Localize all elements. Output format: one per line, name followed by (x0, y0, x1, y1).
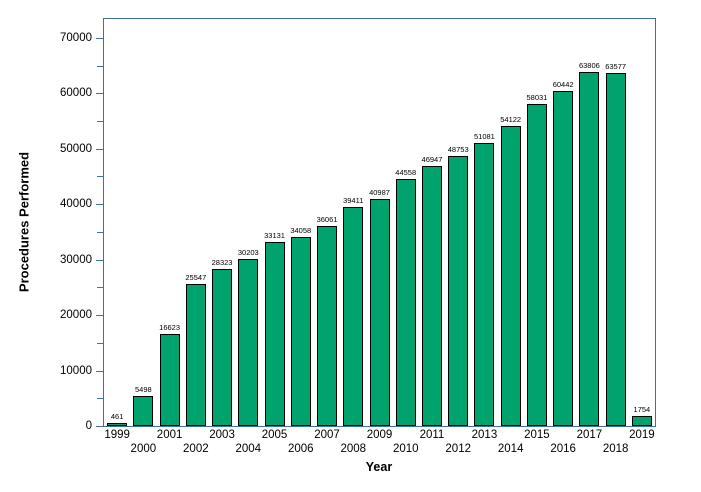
bar-value-label: 46947 (421, 155, 443, 164)
y-major-tick (96, 426, 103, 427)
y-tick-label: 0 (85, 420, 92, 432)
x-tick-label: 2009 (366, 429, 393, 441)
y-minor-tick (97, 343, 103, 344)
y-major-tick (96, 260, 103, 261)
bar-2018 (605, 73, 626, 426)
bar-2010 (395, 179, 416, 426)
bar-value-label: 40987 (369, 188, 390, 197)
y-tick-label: 60000 (60, 87, 92, 99)
x-tick-label: 2011 (419, 429, 445, 441)
bar-value-label: 34058 (290, 226, 312, 235)
bar-value-label: 48753 (447, 145, 469, 154)
y-major-tick (96, 38, 103, 39)
bar-2006 (290, 237, 311, 426)
bar-2008 (343, 207, 364, 426)
bar-1999 (107, 423, 128, 426)
bar-value-label: 5498 (135, 385, 152, 394)
y-tick-label: 20000 (60, 309, 92, 321)
y-minor-tick (97, 66, 103, 67)
bar-value-label: 51081 (474, 132, 495, 141)
x-tick-label: 2001 (156, 429, 183, 441)
bar-value-label: 63577 (605, 62, 627, 71)
bar-value-label: 58031 (526, 93, 548, 102)
y-major-tick (96, 93, 103, 94)
bar-2001 (159, 334, 180, 426)
x-tick-label: 2019 (629, 429, 655, 441)
bar-value-label: 44558 (395, 168, 417, 177)
bar-value-label: 25547 (185, 273, 207, 282)
x-tick-label: 2005 (261, 429, 288, 441)
y-tick-label: 50000 (60, 143, 92, 155)
bar-value-label: 16623 (159, 323, 181, 332)
bar-value-label: 39411 (343, 196, 364, 205)
y-tick-label: 30000 (60, 254, 92, 266)
x-tick-label: 2014 (497, 443, 524, 455)
y-minor-tick (97, 287, 103, 288)
bar-2009 (369, 199, 390, 426)
x-tick-label: 2015 (524, 429, 550, 441)
bar-value-label: 30203 (237, 248, 259, 257)
x-tick-label: 2013 (471, 429, 498, 441)
bar-value-label: 461 (110, 412, 124, 421)
bar-2011 (421, 166, 442, 426)
y-major-tick (96, 315, 103, 316)
y-tick-label: 40000 (60, 198, 92, 210)
bar-value-label: 63806 (578, 61, 600, 70)
bar-2014 (500, 126, 521, 426)
x-tick-label: 2003 (209, 429, 235, 441)
y-minor-tick (97, 398, 103, 399)
y-minor-tick (97, 121, 103, 122)
plot-area: 0 10000 20000 30000 40000 50000 60000 70000 461… (60, 18, 656, 455)
x-tick-label: 2016 (550, 443, 576, 455)
x-tick-label: 2018 (602, 443, 629, 455)
bar-2015 (526, 104, 547, 426)
x-tick-label: 2017 (576, 429, 603, 441)
y-axis-title: Procedures Performed (16, 151, 32, 293)
bar-value-label: 33131 (264, 231, 285, 240)
x-tick-label: 2006 (287, 443, 314, 455)
bar-2004 (238, 259, 259, 426)
bar-2005 (264, 242, 285, 426)
bar-2000 (133, 396, 154, 426)
x-tick-label: 2012 (445, 443, 471, 455)
x-tick-label: 1999 (104, 429, 130, 441)
y-major-tick (96, 371, 103, 372)
x-tick-label: 2010 (392, 443, 419, 455)
y-major-tick (96, 149, 103, 150)
bar-2002 (185, 284, 206, 426)
y-minor-tick (97, 232, 103, 233)
bar-2016 (553, 91, 574, 426)
bar-2017 (579, 72, 600, 426)
bar-2012 (448, 156, 469, 426)
y-tick-label: 10000 (60, 365, 92, 377)
bar-value-label: 60442 (552, 80, 574, 89)
bar-value-label: 28323 (211, 258, 233, 267)
bar-2013 (474, 143, 495, 426)
x-tick-label: 2000 (130, 443, 157, 455)
bar-2007 (317, 226, 338, 426)
y-tick-label: 70000 (60, 32, 92, 44)
x-axis-title: Year (365, 460, 393, 474)
x-tick-label: 2007 (314, 429, 340, 441)
y-major-tick (96, 204, 103, 205)
y-minor-tick (97, 176, 103, 177)
bar-value-label: 36061 (316, 215, 338, 224)
x-tick-label: 2008 (340, 443, 367, 455)
x-tick-label: 2004 (235, 443, 262, 455)
bar-2019 (631, 416, 652, 426)
bar-2003 (212, 269, 233, 426)
bar-value-label: 1754 (633, 405, 651, 414)
bar-value-label: 54122 (500, 115, 522, 124)
x-tick-label: 2002 (183, 443, 209, 455)
